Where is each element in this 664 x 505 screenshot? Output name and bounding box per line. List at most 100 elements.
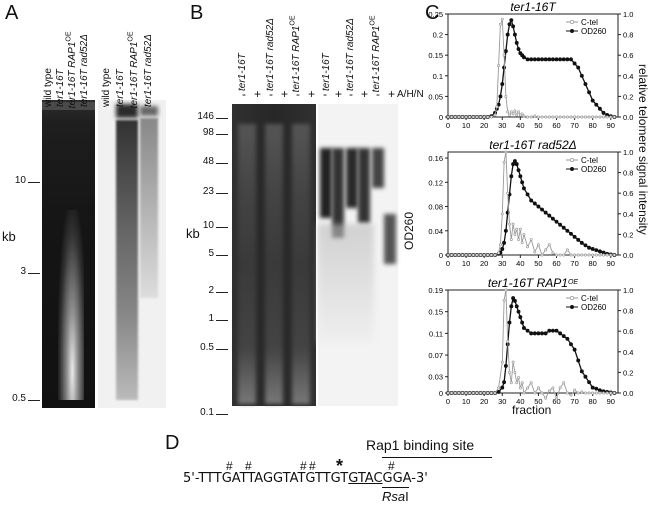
- series-point: [543, 331, 548, 336]
- hash-mark: #: [388, 459, 395, 473]
- x-tick-label: 80: [589, 259, 597, 268]
- legend-swatch-marker: [570, 158, 574, 162]
- panel-label-c: C: [425, 2, 440, 24]
- series-point: [508, 222, 511, 226]
- series-point: [576, 358, 581, 363]
- legend-label: C-tel: [581, 18, 598, 27]
- series-point: [522, 55, 526, 60]
- series-point: [547, 243, 551, 247]
- series-point: [587, 115, 591, 119]
- series-point: [605, 391, 609, 395]
- series-point: [602, 391, 605, 395]
- series-point: [591, 391, 595, 395]
- series-point: [511, 222, 515, 226]
- series-point: [555, 115, 558, 119]
- series-point: [609, 391, 613, 395]
- y-right-tick-label: 0.4: [623, 210, 633, 219]
- series-point: [587, 253, 591, 257]
- series-point: [475, 253, 479, 257]
- x-tick-label: 0: [446, 259, 450, 268]
- series-point: [544, 115, 548, 119]
- hash-mark: #: [300, 459, 307, 473]
- series-point: [594, 391, 598, 395]
- x-tick-label: 10: [462, 397, 470, 406]
- x-tick-label: 70: [570, 121, 578, 130]
- series-point: [522, 232, 526, 236]
- y-left-tick-label: 0.16: [428, 154, 443, 163]
- x-tick-label: 30: [498, 259, 506, 268]
- series-point: [502, 298, 506, 302]
- series-point: [587, 245, 592, 250]
- size-tick-label: 48: [202, 156, 214, 168]
- series-point: [576, 237, 581, 242]
- series-point: [576, 391, 580, 395]
- series-point: [529, 381, 533, 385]
- series-point: [512, 32, 517, 37]
- series-point: [503, 363, 508, 368]
- chart-title-superscript: OE: [568, 279, 578, 286]
- series-point: [495, 105, 499, 109]
- x-tick-label: 40: [516, 259, 524, 268]
- series-point: [506, 340, 510, 343]
- series-point: [504, 150, 508, 154]
- series-line: [448, 296, 615, 394]
- series-point: [551, 115, 555, 119]
- series-point: [446, 253, 450, 257]
- gel-lane: [238, 124, 256, 404]
- rap1-site-bracket: [382, 457, 492, 458]
- series-point: [489, 115, 493, 119]
- series-point: [522, 391, 526, 395]
- series-point: [511, 296, 516, 301]
- series-point: [590, 98, 595, 103]
- series-point: [506, 110, 510, 114]
- size-tick-label: 10: [14, 175, 26, 186]
- series-point: [580, 253, 584, 257]
- series-point: [565, 115, 569, 119]
- y-left-tick-label: 0.12: [428, 178, 443, 187]
- legend-label: OD260: [581, 165, 607, 174]
- series-point: [500, 360, 504, 364]
- series-point: [601, 110, 606, 115]
- series-point: [536, 386, 540, 390]
- gel-lane: [358, 148, 370, 223]
- y-left-tick-label: 0.15: [428, 308, 443, 317]
- x-tick-label: 70: [570, 397, 578, 406]
- size-tick-label: 23: [202, 186, 214, 198]
- series-point: [554, 328, 559, 333]
- series-point: [594, 102, 599, 107]
- series-point: [453, 253, 457, 257]
- series-point: [550, 328, 555, 333]
- series-point: [573, 115, 577, 119]
- series-point: [509, 238, 513, 241]
- legend-swatch-marker: [570, 167, 574, 171]
- series-point: [525, 192, 530, 197]
- series-point: [517, 110, 520, 114]
- series-point: [579, 240, 584, 245]
- series-point: [468, 115, 472, 119]
- size-tick: [216, 118, 228, 119]
- series-point: [506, 191, 510, 195]
- series-point: [554, 57, 559, 62]
- series-point: [453, 115, 457, 119]
- series-point: [457, 115, 461, 119]
- series-point: [496, 389, 501, 394]
- x-tick-label: 30: [498, 121, 506, 130]
- series-point: [558, 222, 563, 227]
- series-point: [554, 219, 559, 224]
- plus-sign: +: [335, 87, 343, 101]
- legend-label: C-tel: [581, 294, 598, 303]
- series-point: [540, 207, 544, 212]
- series-point: [482, 391, 486, 395]
- y-left-tick-label: 0.04: [428, 227, 443, 236]
- series-point: [482, 115, 486, 119]
- series-point: [602, 115, 605, 119]
- series-point: [602, 253, 605, 257]
- series-point: [468, 391, 472, 395]
- series-point: [453, 391, 457, 395]
- legend-label: OD260: [581, 303, 607, 312]
- series-point: [489, 391, 493, 395]
- series-point: [565, 391, 569, 395]
- plus-sign: +: [281, 87, 289, 101]
- y-right-tick-label: 0.2: [623, 92, 633, 101]
- series-point: [587, 380, 592, 385]
